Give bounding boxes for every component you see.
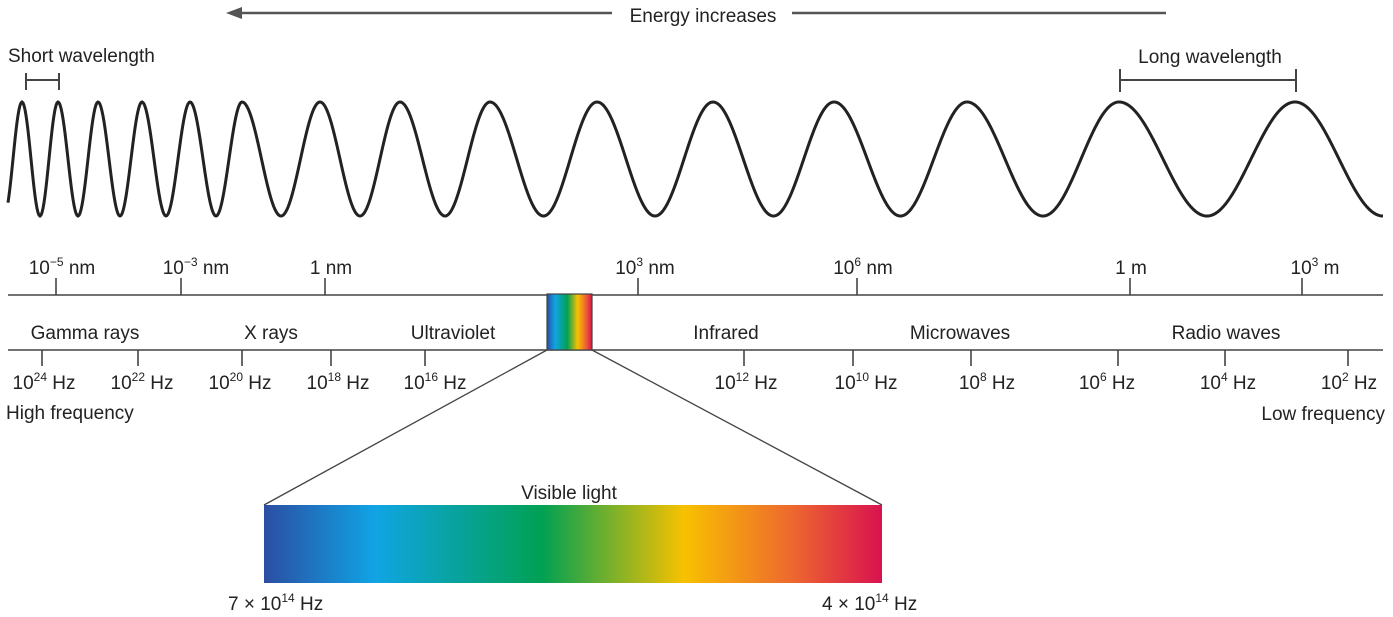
frequency-tick-label: 1018 Hz bbox=[307, 370, 370, 394]
high-frequency-label: High frequency bbox=[6, 403, 134, 424]
long-wavelength-bracket: Long wavelength bbox=[1119, 47, 1297, 92]
long-wavelength-label: Long wavelength bbox=[1138, 47, 1282, 68]
visible-left-frequency: 7 × 1014 Hz bbox=[228, 591, 323, 615]
wavelength-tick-label: 10−5 nm bbox=[29, 255, 96, 279]
low-frequency-label: Low frequency bbox=[1261, 404, 1385, 425]
wavelength-tick-label: 103 m bbox=[1291, 255, 1340, 279]
frequency-tick-label: 102 Hz bbox=[1321, 370, 1377, 394]
frequency-ticks: 1024 Hz 1022 Hz 1020 Hz 1018 Hz 1016 Hz 1012 … bbox=[13, 350, 1377, 394]
visible-light-band bbox=[264, 505, 882, 583]
wavelength-tick-label: 10−3 nm bbox=[163, 255, 230, 279]
short-wavelength-bracket: Short wavelength bbox=[8, 46, 155, 90]
region-label: X rays bbox=[244, 323, 298, 344]
zoom-line-left bbox=[263, 349, 548, 506]
wavelength-tick-label: 1 m bbox=[1115, 258, 1147, 279]
short-wavelength-label: Short wavelength bbox=[8, 46, 155, 67]
energy-arrow: Energy increases bbox=[226, 6, 1166, 27]
wavelength-tick-label: 106 nm bbox=[833, 255, 893, 279]
frequency-tick-label: 1010 Hz bbox=[835, 370, 898, 394]
frequency-tick-label: 1022 Hz bbox=[111, 370, 174, 394]
region-labels: Gamma rays X rays Ultraviolet Infrared Micro… bbox=[31, 323, 1281, 344]
visible-right-frequency: 4 × 1014 Hz bbox=[822, 591, 917, 615]
wavelength-tick-label: 1 nm bbox=[310, 258, 352, 279]
region-label: Infrared bbox=[693, 323, 758, 344]
wave-curve bbox=[6, 100, 1384, 218]
region-label: Ultraviolet bbox=[411, 323, 496, 344]
wavelength-tick-label: 103 nm bbox=[615, 255, 675, 279]
region-label: Radio waves bbox=[1172, 323, 1281, 344]
frequency-tick-label: 104 Hz bbox=[1200, 370, 1256, 394]
frequency-tick-label: 106 Hz bbox=[1079, 370, 1135, 394]
visible-band-on-axis bbox=[546, 293, 593, 351]
frequency-tick-label: 1020 Hz bbox=[209, 370, 272, 394]
frequency-tick-label: 108 Hz bbox=[959, 370, 1015, 394]
region-label: Microwaves bbox=[910, 323, 1010, 344]
frequency-tick-label: 1012 Hz bbox=[715, 370, 778, 394]
wavelength-ticks: 10−5 nm 10−3 nm 1 nm 103 nm 106 nm 1 m 103 m bbox=[29, 255, 1340, 295]
visible-light-label: Visible light bbox=[521, 483, 617, 504]
zoom-line-right bbox=[591, 349, 883, 506]
region-label: Gamma rays bbox=[31, 323, 140, 344]
energy-arrowhead bbox=[226, 7, 242, 19]
frequency-tick-label: 1016 Hz bbox=[404, 370, 467, 394]
frequency-tick-label: 1024 Hz bbox=[13, 370, 76, 394]
energy-title: Energy increases bbox=[630, 6, 777, 27]
